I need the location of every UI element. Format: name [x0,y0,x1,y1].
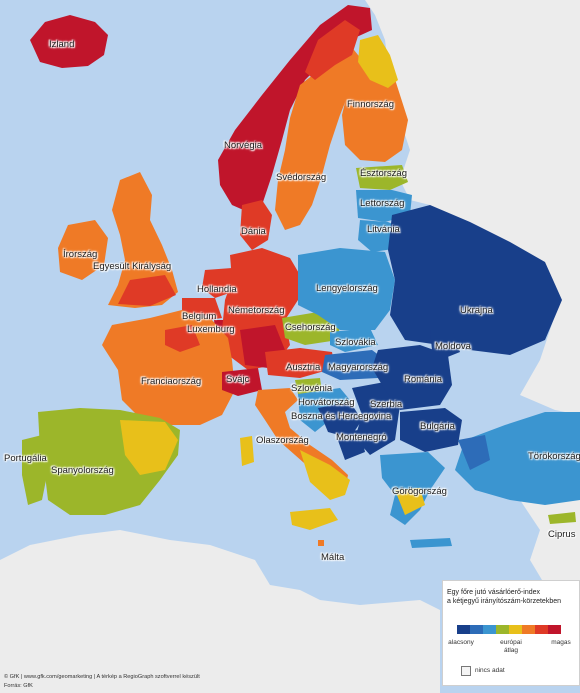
label-montenegro: Montenegró [336,432,387,443]
legend-low-label: alacsony [448,639,474,646]
label-irorszag: Írország [63,249,98,260]
map-legend: Egy főre jutó vásárlóerő-index a kétjegy… [442,580,580,686]
sicily-region [290,508,338,530]
poland-region [298,248,395,330]
serbia-region [352,382,400,455]
finland-north-region [358,35,398,88]
label-gorogorszag: Görögország [392,486,447,497]
label-franciaorszag: Franciaország [141,376,202,387]
legend-swatch-1 [470,625,483,634]
legend-no-data-swatch [461,666,471,676]
label-svedorszag: Svédország [276,172,327,183]
uk-region [108,172,178,308]
legend-high-label: magas [551,639,571,646]
russia-outside-region [365,0,580,415]
greece-yellow-region [395,488,425,515]
malta-region [318,540,324,546]
label-nemetorszag: Németország [228,305,285,316]
label-olaszorszag: Olaszország [256,435,309,446]
legend-no-data-label: nincs adat [475,667,505,674]
label-szlovenia: Szlovénia [291,383,333,394]
legend-swatch-5 [522,625,535,634]
label-lettorszag: Lettország [360,198,405,209]
label-litvania: Litvánia [367,224,400,235]
north-africa-outside-region [0,530,440,693]
label-norvegia: Norvégia [224,140,263,151]
hungary-region [322,350,392,380]
label-dania: Dánia [241,226,266,237]
slovakia-region [330,328,378,352]
label-malta: Málta [321,552,345,563]
label-ciprus: Ciprus [548,529,576,540]
iceland-region [30,15,108,68]
legend-average-line2: átlag [503,647,519,654]
label-svajc: Svájc [226,374,250,385]
spain-east-region [120,420,178,475]
label-belgium: Belgium [182,311,217,322]
romania-region [372,345,452,410]
sardinia-region [240,436,254,466]
label-lengyelorszag: Lengyelország [316,283,378,294]
slovenia-region [295,378,322,394]
label-bulgaria: Bulgária [420,421,455,432]
legend-title-line1: Egy főre jutó vásárlóerő-index [447,589,540,596]
greece-region [380,452,445,525]
france-paris-region [165,325,200,352]
label-romania: Románia [404,374,443,385]
norway-region [218,5,372,212]
label-magyarorszag: Magyarország [328,362,389,373]
legend-average-line1: európai [500,639,522,646]
map-source: Forrás: GfK [4,683,33,689]
czechia-region [282,312,340,345]
ireland-region [58,220,108,280]
turkey-region [455,412,580,505]
legend-color-scale [457,625,561,634]
label-moldova: Moldova [435,341,471,352]
label-boszna: Boszna és Hercegovina [291,411,392,422]
label-horvatorszag: Horvátország [298,397,355,408]
denmark-region [240,200,272,250]
map-credit: © GfK | www.gfk.com/geomarketing | A tér… [4,674,200,680]
legend-swatch-0 [457,625,470,634]
crete-region [410,538,452,548]
label-izland: Izland [49,39,75,50]
legend-swatch-4 [509,625,522,634]
label-szerbia: Szerbia [370,399,403,410]
label-finnorszag: Finnország [347,99,394,110]
portugal-region [22,435,48,505]
legend-title-line2: a kétjegyű irányítószám-körzetekben [447,598,561,605]
label-hollandia: Hollandia [197,284,237,295]
label-egyesult-kiralysag: Egyesült Királyság [93,261,172,272]
montenegro-region [335,430,365,460]
estonia-region [356,165,408,190]
austria-region [265,348,335,378]
label-ukrajna: Ukrajna [460,305,493,316]
italy-south-region [300,450,350,500]
sweden-north-region [305,20,360,80]
france-region [102,310,235,425]
label-portugalia: Portugália [4,453,47,464]
bosnia-region [318,402,362,438]
sweden-region [275,45,362,230]
uk-south-region [118,275,176,306]
legend-swatch-7 [548,625,561,634]
legend-swatch-6 [535,625,548,634]
label-ausztria: Ausztria [286,362,321,373]
label-esztorszag: Észtország [360,168,407,179]
moldova-region [430,330,460,358]
legend-swatch-3 [496,625,509,634]
label-szlovakia: Szlovákia [335,337,376,348]
label-csehorszag: Csehország [285,322,336,333]
label-spanyolorszag: Spanyolország [51,465,114,476]
switzerland-region [222,368,262,396]
bulgaria-region [400,408,462,452]
label-torokorszag: Törökország [528,451,580,462]
cyprus-region [548,512,576,524]
belarus-ukraine-region [388,205,562,355]
legend-swatch-2 [483,625,496,634]
turkey-west-region [458,435,490,470]
label-luxemburg: Luxemburg [187,324,235,335]
